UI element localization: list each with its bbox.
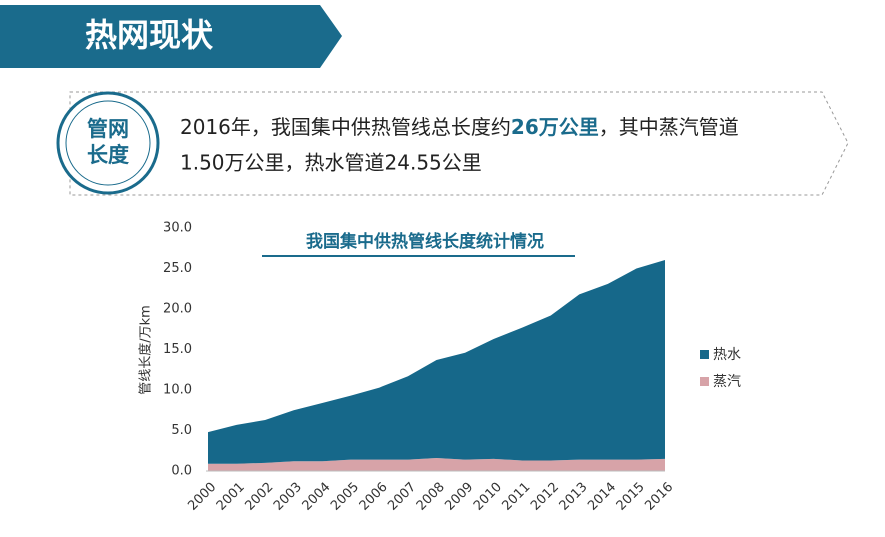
header-title: 热网现状 — [85, 16, 214, 54]
x-tick-label: 2016 — [642, 480, 676, 514]
x-tick-label: 2003 — [271, 480, 305, 514]
legend-label: 热水 — [713, 347, 741, 363]
x-tick-label: 2005 — [328, 480, 362, 514]
chart-title: 我国集中供热管线长度统计情况 — [306, 231, 544, 252]
x-tick-label: 2014 — [585, 480, 619, 514]
x-tick-label: 2006 — [357, 480, 391, 514]
x-tick-label: 2011 — [499, 480, 533, 514]
legend-label: 蒸汽 — [713, 374, 741, 390]
x-tick-label: 2013 — [557, 480, 591, 514]
y-axis-label: 管线长度/万km — [138, 305, 154, 395]
badge-text: 管网 — [87, 117, 129, 141]
y-tick-label: 30.0 — [163, 221, 192, 236]
y-tick-label: 15.0 — [163, 342, 192, 357]
x-tick-label: 2012 — [528, 480, 562, 514]
legend-swatch — [700, 377, 709, 386]
y-tick-label: 25.0 — [163, 261, 192, 276]
x-tick-label: 2015 — [614, 480, 648, 514]
summary-line: 2016年，我国集中供热管线总长度约26万公里，其中蒸汽管道 — [180, 115, 739, 139]
summary-text: 2016年，我国集中供热管线总长度约 — [180, 115, 511, 139]
badge-text: 长度 — [87, 143, 129, 167]
x-tick-label: 2010 — [471, 480, 505, 514]
summary-text: ，其中蒸汽管道 — [599, 115, 739, 139]
badge-inner — [65, 100, 151, 186]
badge-label: 管网长度 — [87, 117, 129, 167]
area — [208, 259, 665, 464]
y-tick-label: 10.0 — [163, 383, 192, 398]
legend-swatch — [700, 350, 709, 359]
x-tick-label: 2002 — [242, 480, 276, 514]
x-tick-label: 2008 — [414, 480, 448, 514]
summary-text: 1.50万公里，热水管道24.55公里 — [180, 151, 482, 175]
x-tick-label: 2009 — [442, 480, 476, 514]
x-tick-label: 2004 — [300, 480, 334, 514]
y-tick-label: 0.0 — [171, 464, 192, 479]
summary-highlight: 26万公里 — [511, 115, 599, 139]
x-tick-label: 2001 — [214, 480, 248, 514]
y-tick-label: 5.0 — [171, 423, 192, 438]
x-tick-label: 2000 — [185, 480, 219, 514]
x-tick-label: 2007 — [385, 480, 419, 514]
summary-box — [69, 91, 849, 196]
y-tick-label: 20.0 — [163, 302, 192, 317]
header-banner — [0, 5, 342, 68]
